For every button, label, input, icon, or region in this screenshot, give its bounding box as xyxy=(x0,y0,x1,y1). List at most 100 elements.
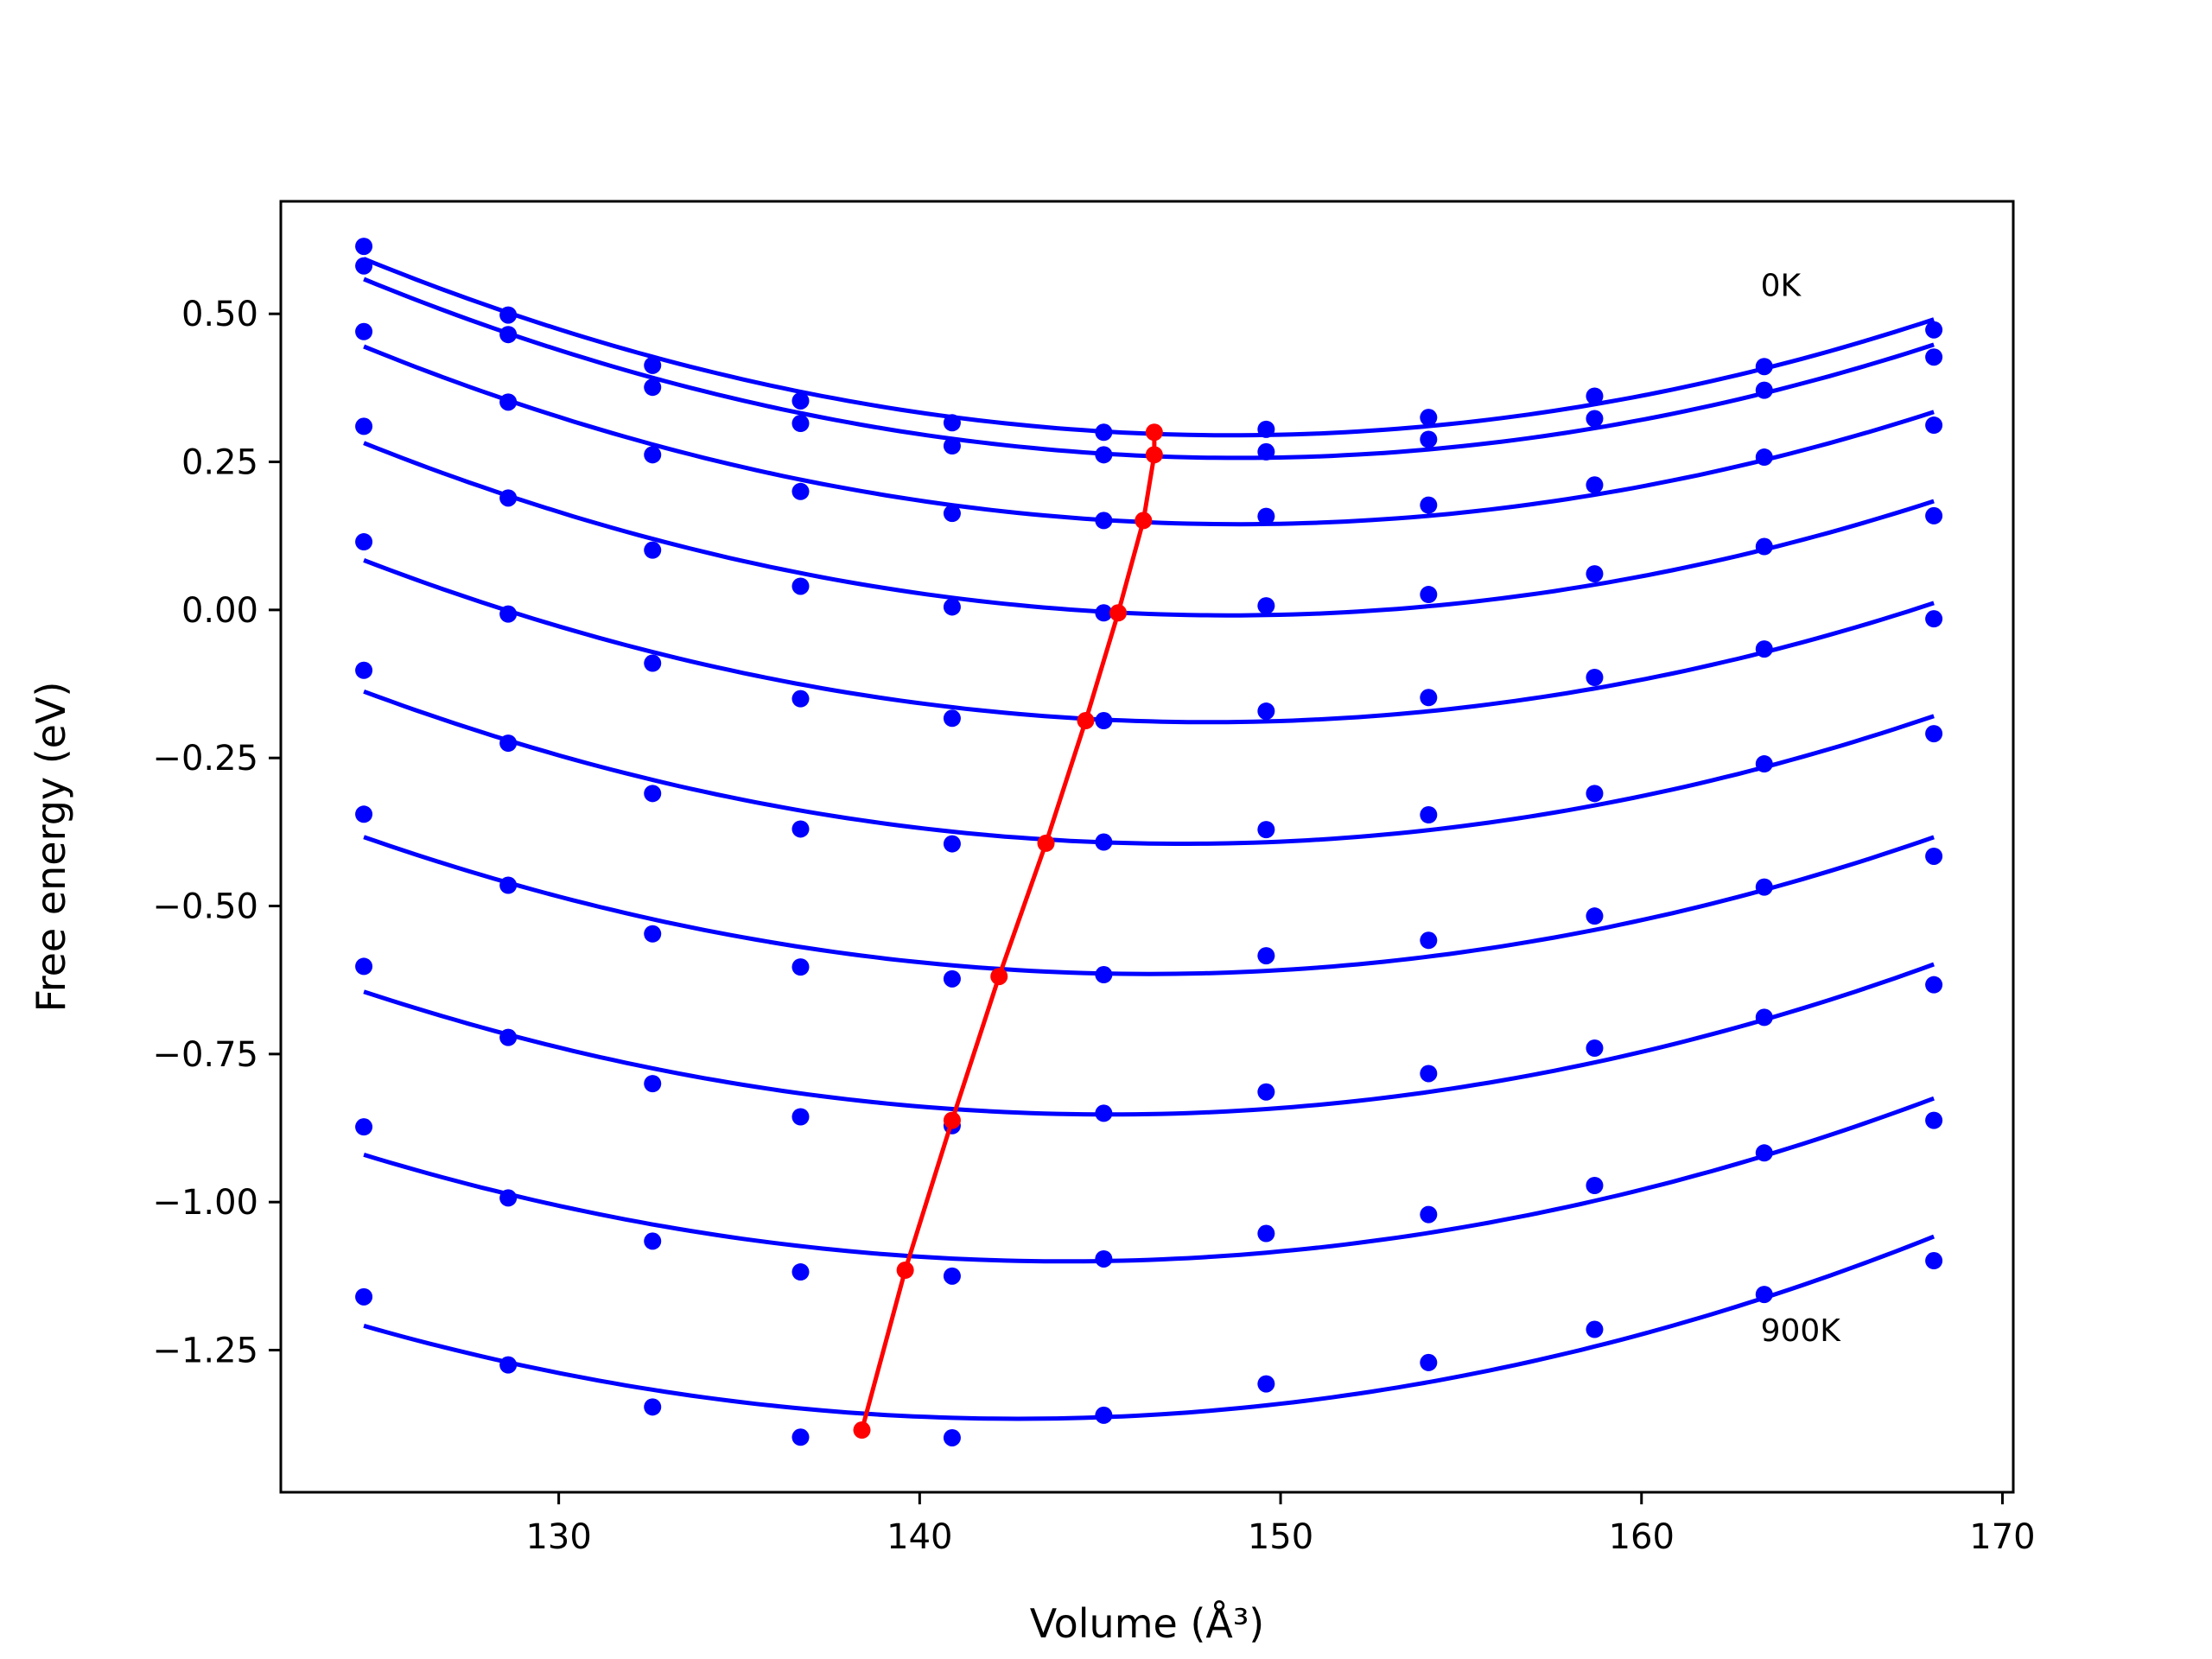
data-point xyxy=(1925,1252,1943,1270)
data-point xyxy=(1755,358,1773,376)
data-point xyxy=(1755,381,1773,399)
data-point xyxy=(1095,512,1113,530)
minimum-point xyxy=(1077,712,1095,730)
data-point xyxy=(791,577,810,595)
data-point xyxy=(1755,1008,1773,1027)
data-point xyxy=(1257,1375,1275,1393)
data-point xyxy=(791,820,810,838)
fit-curves xyxy=(363,257,1936,1421)
data-point xyxy=(355,805,373,823)
data-point xyxy=(791,1263,810,1281)
data-point xyxy=(1925,976,1943,994)
data-point xyxy=(1257,947,1275,965)
y-tick-label: 0.25 xyxy=(181,443,258,483)
data-point xyxy=(943,1428,961,1446)
series-curve xyxy=(363,441,1935,618)
data-point xyxy=(1257,442,1275,461)
data-point xyxy=(1095,833,1113,851)
x-tick-label: 170 xyxy=(1969,1517,2035,1557)
y-tick-label: 0.00 xyxy=(181,591,258,631)
data-point xyxy=(499,489,518,507)
data-point xyxy=(791,414,810,432)
y-tick-label: 0.50 xyxy=(181,295,258,334)
data-point xyxy=(1095,604,1113,622)
data-point xyxy=(791,1108,810,1126)
series-curve xyxy=(363,558,1935,725)
data-point xyxy=(1257,1224,1275,1243)
minimum-point xyxy=(1145,423,1163,442)
series-curve xyxy=(363,962,1935,1117)
data-point xyxy=(1420,1353,1438,1371)
data-point xyxy=(1420,430,1438,448)
data-point xyxy=(1420,496,1438,514)
y-axis-ticks: 0.50 0.25 0.00 −0.25 −0.50 −0.75 −1.00 −1.25 xyxy=(152,295,281,1371)
data-point xyxy=(1586,1320,1604,1338)
minimum-point xyxy=(896,1262,914,1280)
data-point xyxy=(1586,668,1604,686)
data-point xyxy=(499,734,518,753)
data-point xyxy=(943,1267,961,1285)
data-point xyxy=(355,1287,373,1306)
y-tick-label: −0.25 xyxy=(152,739,258,779)
x-tick-label: 150 xyxy=(1248,1517,1313,1557)
data-point xyxy=(644,1232,662,1250)
data-point xyxy=(1095,1406,1113,1424)
minimum-point xyxy=(1135,512,1153,530)
minimum-point xyxy=(1037,834,1055,852)
data-point xyxy=(499,306,518,324)
x-axis-label: Volume (Å³) xyxy=(1030,1600,1265,1647)
data-point xyxy=(1420,409,1438,427)
data-point xyxy=(1095,966,1113,984)
data-point xyxy=(644,356,662,374)
data-point xyxy=(1257,1083,1275,1101)
data-point xyxy=(1095,712,1113,730)
data-point xyxy=(1420,805,1438,823)
data-point xyxy=(943,835,961,853)
data-point xyxy=(644,654,662,672)
data-point xyxy=(355,322,373,340)
data-point xyxy=(1420,689,1438,707)
data-point xyxy=(1095,1104,1113,1122)
data-point xyxy=(644,785,662,803)
annotations: 0K 900K xyxy=(1761,269,1842,1350)
data-point xyxy=(1925,725,1943,743)
data-point xyxy=(355,661,373,679)
data-point xyxy=(1095,423,1113,442)
data-point xyxy=(1755,755,1773,773)
data-point xyxy=(791,482,810,500)
data-point xyxy=(499,393,518,411)
data-point xyxy=(943,505,961,523)
data-point xyxy=(1257,507,1275,525)
data-point xyxy=(355,257,373,275)
data-point xyxy=(1586,1177,1604,1195)
data-point xyxy=(1925,321,1943,339)
data-point xyxy=(1925,348,1943,366)
data-point xyxy=(1586,476,1604,494)
y-tick-label: −0.50 xyxy=(152,887,258,927)
data-point xyxy=(355,533,373,551)
data-point xyxy=(1755,878,1773,896)
data-point xyxy=(791,1428,810,1446)
data-point xyxy=(499,605,518,623)
data-point xyxy=(1420,931,1438,950)
data-point xyxy=(644,1075,662,1093)
data-point xyxy=(1420,586,1438,604)
data-point xyxy=(1420,1205,1438,1224)
data-point xyxy=(355,238,373,256)
data-point xyxy=(1925,610,1943,628)
data-point xyxy=(1755,448,1773,467)
series-curve xyxy=(363,1096,1935,1264)
data-point xyxy=(355,1118,373,1136)
data-point xyxy=(499,1028,518,1046)
minimum-point xyxy=(853,1421,871,1440)
y-tick-label: −1.25 xyxy=(152,1332,258,1371)
minimum-point xyxy=(1145,446,1163,464)
data-point xyxy=(1586,785,1604,803)
data-point xyxy=(499,876,518,894)
data-point xyxy=(791,958,810,976)
data-point xyxy=(1755,640,1773,658)
data-point xyxy=(943,437,961,455)
y-axis-label: Free energy (eV) xyxy=(28,682,74,1013)
data-point xyxy=(644,541,662,559)
data-point xyxy=(1420,1065,1438,1083)
